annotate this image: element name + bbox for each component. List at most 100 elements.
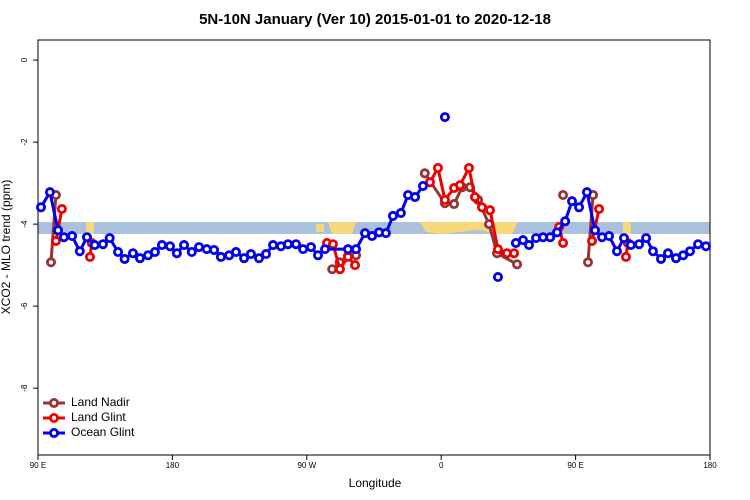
data-point: [560, 216, 571, 227]
data-point: [663, 248, 674, 259]
x-tick-label: 180: [166, 461, 180, 470]
data-point: [343, 244, 354, 255]
data-point: [419, 168, 430, 179]
data-point: [684, 246, 695, 257]
x-tick-label: 90 E: [567, 461, 583, 470]
legend-marker: [49, 427, 60, 438]
data-point: [127, 248, 138, 259]
data-point: [165, 241, 176, 252]
data-point: [410, 192, 421, 203]
data-point: [492, 272, 503, 283]
data-point: [134, 253, 145, 264]
data-point: [44, 187, 55, 198]
data-point: [35, 202, 46, 213]
data-point: [417, 180, 428, 191]
data-point: [193, 242, 204, 253]
y-axis-label: XCO2 - MLO trend (ppm): [0, 180, 13, 315]
land-patch: [86, 222, 94, 234]
x-tick-label: 90 W: [297, 461, 316, 470]
data-point: [50, 235, 61, 246]
data-point: [268, 240, 279, 251]
x-axis-label: Longitude: [349, 476, 402, 490]
data-point: [104, 233, 115, 244]
data-point: [574, 202, 585, 213]
data-point: [492, 244, 503, 255]
data-point: [545, 232, 556, 243]
data-point: [149, 247, 160, 258]
series: [50, 162, 633, 275]
data-point: [89, 240, 100, 251]
y-tick-label: 0: [20, 57, 29, 62]
data-point: [282, 239, 293, 250]
land-patch: [623, 222, 631, 234]
data-point: [113, 247, 124, 258]
data-point: [53, 225, 64, 236]
data-point: [558, 190, 569, 201]
data-point: [156, 240, 167, 251]
data-point: [84, 251, 95, 262]
data-point: [58, 232, 69, 243]
y-tick-label: -2: [20, 138, 29, 146]
data-point: [611, 246, 622, 257]
y-tick-label: -4: [20, 220, 29, 228]
chart-title: 5N-10N January (Ver 10) 2015-01-01 to 20…: [199, 11, 551, 28]
legend-marker: [49, 397, 60, 408]
data-point: [395, 208, 406, 219]
data-point: [171, 248, 182, 259]
data-point: [298, 244, 309, 255]
data-point: [469, 192, 480, 203]
data-point: [620, 251, 631, 262]
data-point: [327, 239, 338, 250]
data-point: [518, 235, 529, 246]
data-point: [97, 239, 108, 250]
data-point: [254, 253, 265, 264]
data-point: [81, 232, 92, 243]
data-point: [582, 257, 593, 268]
data-point: [119, 253, 130, 264]
legend-label: Ocean Glint: [71, 425, 135, 439]
data-point: [439, 112, 450, 123]
data-point: [641, 233, 652, 244]
x-tick-label: 90 E: [30, 461, 46, 470]
data-point: [67, 231, 78, 242]
data-point: [509, 248, 520, 259]
data-point: [320, 244, 331, 255]
data-point: [656, 253, 667, 264]
data-point: [604, 231, 615, 242]
data-point: [380, 228, 391, 239]
y-tick-label: -6: [20, 302, 29, 310]
legend-label: Land Nadir: [71, 395, 130, 409]
data-point: [463, 162, 474, 173]
data-point: [449, 199, 460, 210]
data-point: [261, 249, 272, 260]
land-patch: [328, 222, 356, 234]
data-point: [312, 250, 323, 261]
data-point: [618, 233, 629, 244]
series: [35, 112, 711, 283]
data-point: [587, 235, 598, 246]
data-point: [239, 253, 250, 264]
ocean-band: [38, 222, 710, 234]
data-point: [351, 244, 362, 255]
data-point: [693, 239, 704, 250]
data-point: [387, 210, 398, 221]
x-tick-label: 180: [703, 461, 717, 470]
data-point: [634, 239, 645, 250]
data-point: [334, 264, 345, 275]
data-point: [367, 231, 378, 242]
legend-label: Land Glint: [71, 410, 126, 424]
land-patch: [316, 224, 324, 232]
data-point: [590, 225, 601, 236]
data-point: [424, 177, 435, 188]
data-point: [231, 247, 242, 258]
data-point: [512, 259, 523, 270]
data-point: [179, 240, 190, 251]
data-point: [581, 187, 592, 198]
data-point: [186, 247, 197, 258]
data-point: [327, 264, 338, 275]
y-tick-label: -8: [20, 384, 29, 392]
data-point: [485, 205, 496, 216]
data-point: [594, 203, 605, 214]
